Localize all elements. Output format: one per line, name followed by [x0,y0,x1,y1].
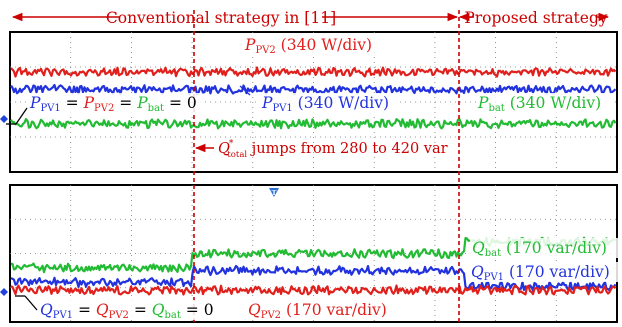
trace-q-pv2 [10,284,617,296]
annotation-part: PV1 [40,103,60,114]
label-backdrop [38,300,212,320]
annotation-part: PV2 [261,310,281,321]
label-backdrop [246,300,400,320]
annotation-part: (170 var/div) [281,301,387,319]
annotation-part: bat [164,310,180,321]
annotation-part: PV2 [109,310,129,321]
annotation-part: P [244,36,256,54]
load-step-label: Q* total jumps from 280 to 420 var [218,139,448,160]
bottom-ground-marker [0,288,8,296]
annotation-part: P [83,94,95,112]
load-step-text: jumps from 280 to 420 var [247,141,447,157]
annotation-part: Q [96,301,109,319]
annotation-part: Q [471,263,484,281]
proposed-strategy-label: Proposed strategy [464,9,608,27]
load-step-annotation: Q* total jumps from 280 to 420 var [194,139,448,160]
label-leader [15,107,28,125]
top-ground-marker [0,115,8,123]
trace-q-pv1 [10,264,617,292]
annotation-part: Q [40,301,53,319]
trace-p-pv2 [10,66,617,78]
annotation-part: Q [472,239,485,257]
load-step-sup: * [229,139,234,149]
annotation-part: PV1 [53,310,73,321]
series-annotation: QPV2 (170 var/div) [248,301,387,321]
annotation-part: = [61,94,84,112]
annotation-part: = [114,94,137,112]
annotation-part: PV2 [94,103,114,114]
annotation-part: P [477,94,489,112]
annotation-part: (170 var/div) [504,263,610,281]
annotation-part: PV1 [484,272,504,283]
series-annotation: QPV1 (170 var/div) [471,263,610,283]
series-annotation: QPV1 = QPV2 = Qbat = 0 [40,301,214,321]
label-backdrop [260,93,397,113]
label-backdrop [470,238,622,258]
annotation-part: (340 W/div) [505,94,601,112]
annotation-part: P [29,94,41,112]
annotation-part: bat [488,103,504,114]
annotation-part: bat [485,248,501,259]
annotation-part: P [261,94,273,112]
label-backdrop [28,93,202,113]
annotation-part: PV1 [272,103,292,114]
conventional-strategy-label: Conventional strategy in [11] [106,9,336,27]
label-backdrop [243,35,380,55]
annotation-part: = [73,301,96,319]
trigger-marker: T [269,188,279,197]
annotation-part: Q [248,301,261,319]
trace-layer [10,66,617,296]
label-leader [239,85,251,96]
load-step-symbol: Q [218,141,230,157]
series-annotation: PPV1 = PPV2 = Pbat = 0 [29,94,197,114]
label-leader [24,295,38,311]
label-layer: PPV2 (340 W/div)PPV1 (340 W/div) Pbat (34… [6,35,622,321]
annotation-part: = 0 [181,301,214,319]
label-backdrop [476,93,613,113]
series-annotation: Pbat (340 W/div) [477,94,601,114]
annotation-part: P [136,94,148,112]
annotation-part: = 0 [164,94,197,112]
annotation-part: = [129,301,152,319]
trigger-marker-label: T [272,189,277,197]
series-annotation: PPV1 (340 W/div) [261,94,389,114]
strategy-header: Conventional strategy in [11] Proposed s… [11,9,610,27]
label-backdrop [469,262,622,282]
annotation-part: bat [148,103,164,114]
trace-p-pv1 [10,83,617,96]
series-annotation: Qbat (170 var/div) [472,239,607,259]
series-annotation: PPV2 (340 W/div) [244,36,372,56]
annotation-part: (340 W/div) [293,94,389,112]
annotation-part: (170 var/div) [501,239,607,257]
annotation-part: PV2 [255,45,275,56]
load-step-sub: total [227,150,247,160]
trace-p-bat [10,118,617,130]
annotation-part: (340 W/div) [276,36,372,54]
annotation-part: Q [152,301,165,319]
